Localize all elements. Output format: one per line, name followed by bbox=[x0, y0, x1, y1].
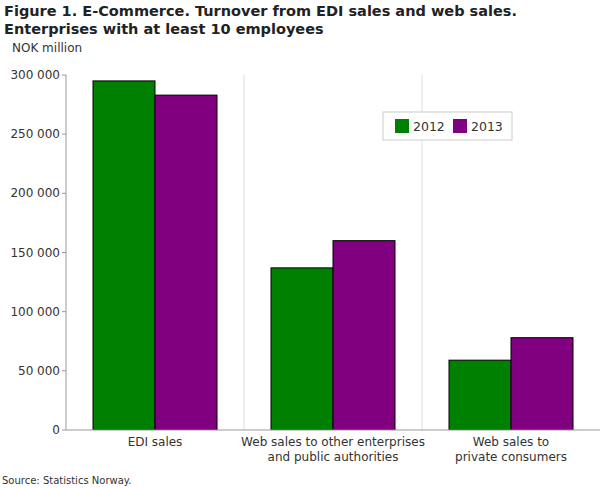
legend-label: 2013 bbox=[471, 119, 503, 134]
y-tick-label: 0 bbox=[52, 423, 60, 437]
y-tick bbox=[62, 370, 66, 371]
y-tick bbox=[62, 430, 66, 431]
y-tick-label: 100 000 bbox=[10, 305, 60, 319]
y-tick-label: 50 000 bbox=[18, 364, 60, 378]
x-tick-label: Web sales to other enterprisesand public… bbox=[241, 435, 425, 464]
category-separator bbox=[244, 75, 245, 430]
legend-box bbox=[383, 112, 512, 140]
legend-label: 2012 bbox=[413, 119, 445, 134]
x-tick-label-line: Web sales to other enterprises bbox=[241, 435, 425, 449]
y-axis bbox=[66, 75, 67, 430]
x-tick-label-line: EDI sales bbox=[128, 435, 183, 449]
y-axis-label: NOK million bbox=[12, 41, 82, 55]
x-tick-label-line: private consumers bbox=[455, 450, 567, 464]
x-tick-label: Web sales toprivate consumers bbox=[455, 435, 567, 464]
y-tick-label: 150 000 bbox=[10, 246, 60, 260]
bar bbox=[449, 360, 511, 430]
y-tick-label: 300 000 bbox=[10, 68, 60, 82]
y-tick-label: 250 000 bbox=[10, 127, 60, 141]
bars bbox=[93, 81, 573, 430]
x-tick-label-line: Web sales to bbox=[473, 435, 549, 449]
bar bbox=[271, 268, 333, 430]
x-axis bbox=[66, 430, 600, 431]
bar bbox=[333, 241, 395, 430]
x-tick-label-line: and public authorities bbox=[268, 450, 399, 464]
bar bbox=[511, 338, 573, 430]
title: Figure 1. E-Commerce. Turnover from EDI … bbox=[4, 2, 604, 38]
y-tick bbox=[62, 311, 66, 312]
chart: NOK million 0 50 000 100 000 150 000 200 000 2… bbox=[0, 0, 610, 488]
y-tick bbox=[62, 193, 66, 194]
bar bbox=[93, 81, 155, 430]
y-tick bbox=[62, 134, 66, 135]
y-tick bbox=[62, 252, 66, 253]
legend-swatch bbox=[453, 119, 467, 133]
bar bbox=[155, 95, 217, 430]
source: Source: Statistics Norway. bbox=[2, 475, 131, 486]
y-tick bbox=[62, 75, 66, 76]
y-tick-label: 200 000 bbox=[10, 186, 60, 200]
legend-swatch bbox=[395, 119, 409, 133]
x-tick-label: EDI sales bbox=[128, 435, 183, 449]
